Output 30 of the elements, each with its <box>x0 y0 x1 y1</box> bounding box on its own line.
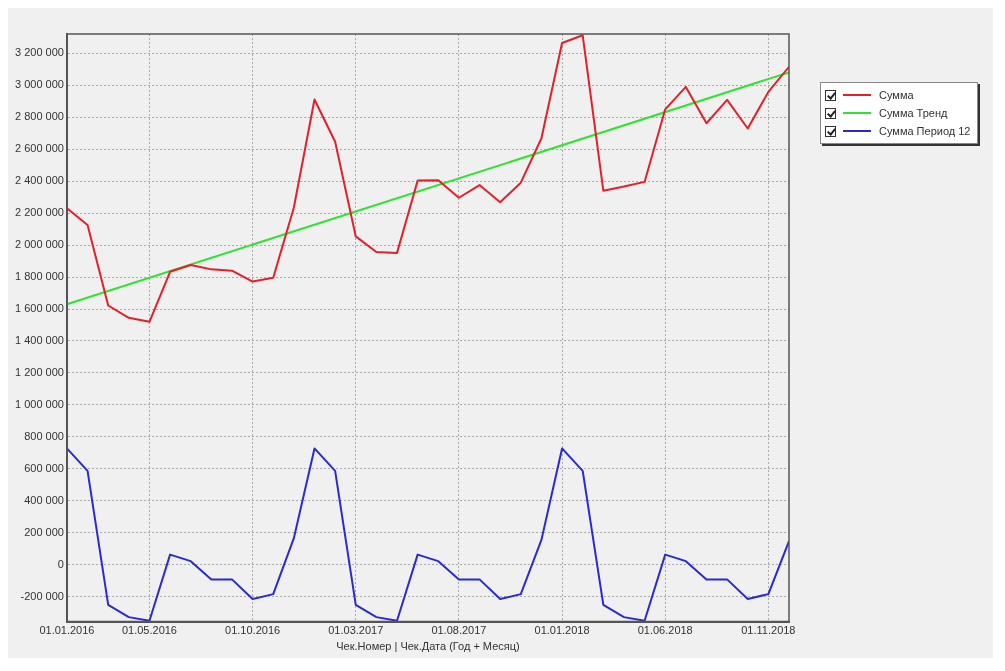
y-tick-label: 1 400 000 <box>15 334 64 347</box>
y-tick-label: -200 000 <box>20 589 64 602</box>
y-tick-label: 3 000 000 <box>15 78 64 91</box>
x-tick-label: 01.01.2018 <box>534 624 590 637</box>
y-tick-label: 2 000 000 <box>15 238 64 251</box>
y-tick-label: 400 000 <box>24 493 64 506</box>
legend-label: Сумма Период 12 <box>879 125 971 137</box>
x-axis-title: Чек.Номер | Чек.Дата (Год + Месяц) <box>336 640 520 653</box>
y-tick-label: 2 200 000 <box>15 206 64 219</box>
legend-label: Сумма Тренд <box>879 107 948 119</box>
y-tick-label: 2 800 000 <box>15 110 64 123</box>
y-tick-label: 1 000 000 <box>15 397 64 410</box>
y-tick-label: 2 400 000 <box>15 174 64 187</box>
x-tick-label: 01.01.2016 <box>39 624 95 637</box>
y-tick-label: 3 200 000 <box>15 46 64 59</box>
y-tick-label: 1 600 000 <box>15 302 64 315</box>
x-tick-label: 01.10.2016 <box>225 624 281 637</box>
y-tick-label: 2 600 000 <box>15 142 64 155</box>
y-tick-label: 1 200 000 <box>15 366 64 378</box>
y-tick-label: 600 000 <box>24 461 64 474</box>
x-tick-label: 01.05.2016 <box>121 624 177 637</box>
x-tick-label: 01.08.2017 <box>431 624 487 637</box>
y-tick-label: 200 000 <box>24 525 64 538</box>
y-tick-label: 0 <box>57 557 64 570</box>
x-tick-label: 01.11.2018 <box>741 624 796 637</box>
y-tick-label: 1 800 000 <box>15 270 64 283</box>
x-tick-label: 01.03.2017 <box>328 624 384 637</box>
x-tick-label: 01.06.2018 <box>637 624 693 637</box>
legend-label: Сумма <box>879 89 914 101</box>
y-tick-label: 800 000 <box>24 429 64 442</box>
